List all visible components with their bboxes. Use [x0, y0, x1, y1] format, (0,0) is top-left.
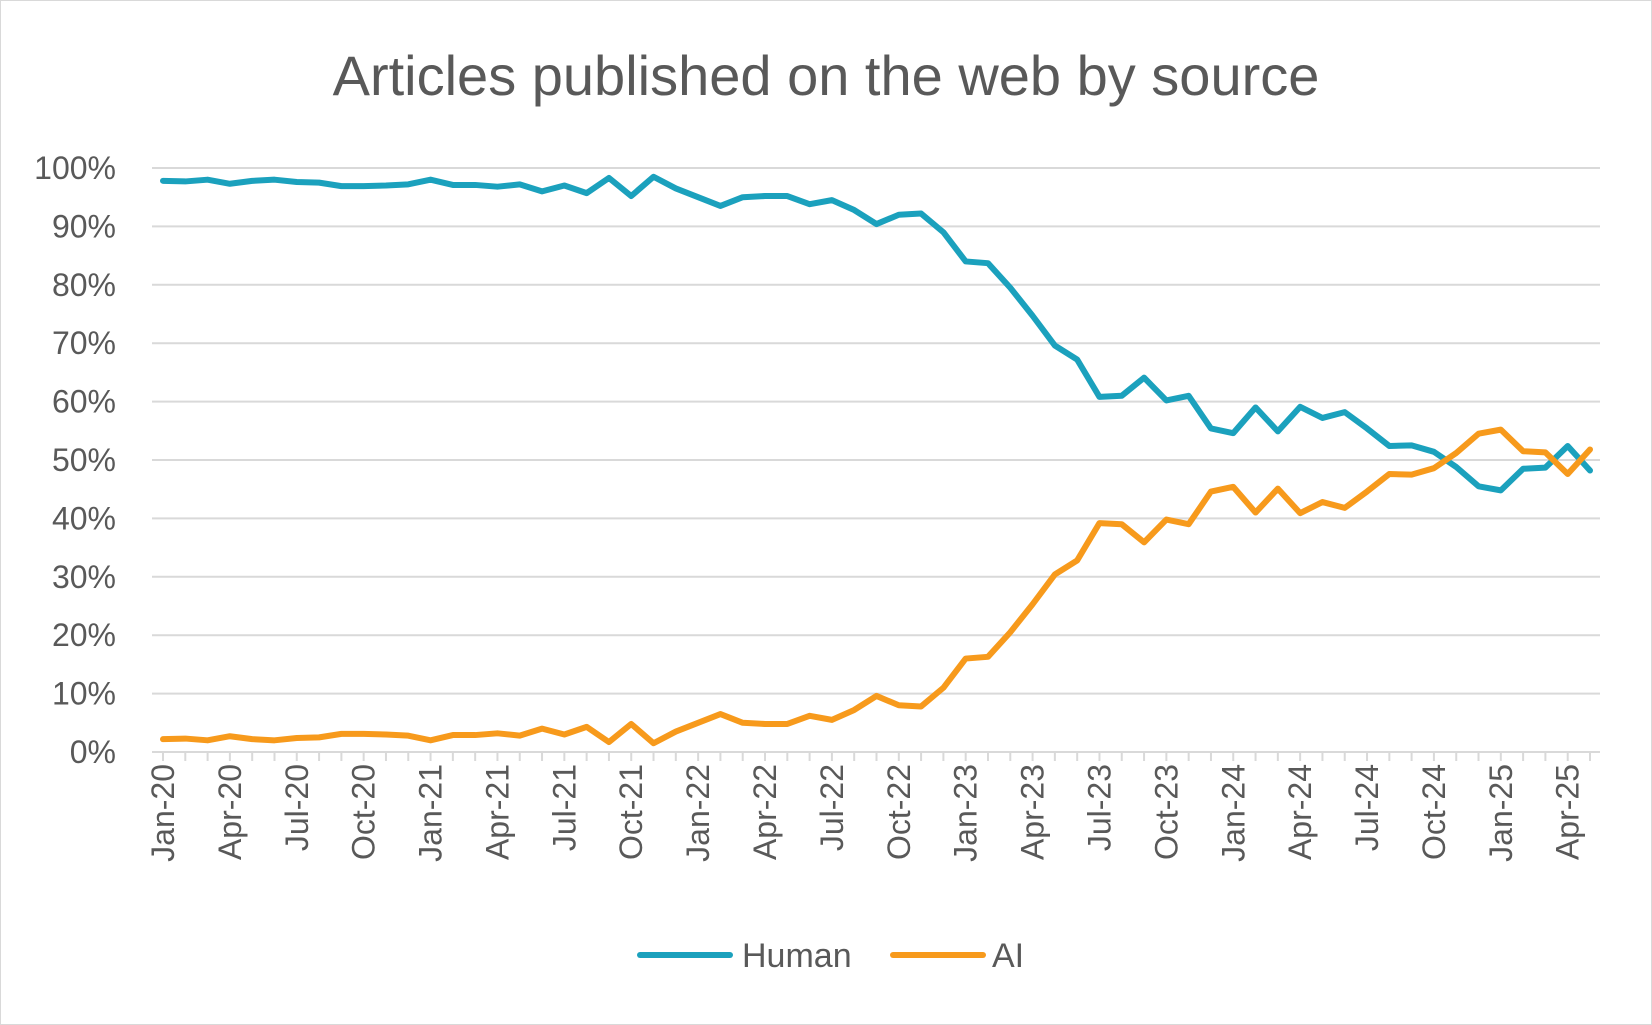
x-tick-label: Apr-25 — [1550, 764, 1586, 860]
y-axis-tick-labels: 0% 10% 20% 30% 40% 50% 60% 70% 80% 90% 100% — [34, 150, 116, 770]
y-tick-label: 10% — [52, 676, 116, 712]
x-tick-label: Apr-22 — [747, 764, 783, 860]
y-tick-label: 40% — [52, 500, 116, 536]
x-tick-label: Oct-24 — [1416, 764, 1452, 860]
x-tick-label: Jan-22 — [680, 764, 716, 862]
x-tick-label: Jan-25 — [1483, 764, 1519, 862]
x-tick-label: Apr-24 — [1282, 764, 1318, 860]
legend: Human AI — [637, 937, 1024, 975]
x-tick-label: Jul-23 — [1081, 764, 1117, 851]
gridlines — [152, 167, 1600, 753]
x-tick-label: Jan-23 — [948, 764, 984, 862]
y-tick-label: 100% — [34, 150, 116, 186]
x-axis: Jan-20 Apr-20 Jul-20 Oct-20 Jan-21 Apr-21 Jul-… — [145, 751, 1600, 862]
y-tick-label: 0% — [70, 734, 116, 770]
y-tick-label: 30% — [52, 559, 116, 595]
x-tick-label: Apr-21 — [479, 764, 515, 860]
x-tick-label: Jul-20 — [279, 764, 315, 851]
y-tick-label: 70% — [52, 325, 116, 361]
chart-title: Articles published on the web by source — [333, 44, 1320, 107]
x-tick-label: Oct-20 — [346, 764, 382, 860]
y-tick-label: 80% — [52, 267, 116, 303]
x-tick-label: Jan-24 — [1215, 764, 1251, 862]
y-tick-label: 20% — [52, 617, 116, 653]
x-tick-label: Oct-23 — [1148, 764, 1184, 860]
legend-label-human: Human — [742, 937, 852, 975]
x-tick-label: Apr-20 — [212, 764, 248, 860]
series-line-ai — [160, 426, 1593, 747]
legend-label-ai: AI — [992, 937, 1024, 975]
x-tick-label: Jul-22 — [814, 764, 850, 851]
y-tick-label: 50% — [52, 442, 116, 478]
x-tick-label: Oct-21 — [613, 764, 649, 860]
x-tick-label: Jan-20 — [145, 764, 181, 862]
y-tick-label: 90% — [52, 208, 116, 244]
x-tick-label: Jan-21 — [413, 764, 449, 862]
x-tick-label: Jul-24 — [1349, 764, 1385, 851]
x-tick-label: Apr-23 — [1015, 764, 1051, 860]
y-tick-label: 60% — [52, 384, 116, 420]
x-tick-label: Jul-21 — [546, 764, 582, 851]
series-lines — [160, 173, 1593, 747]
x-tick-label: Oct-22 — [881, 764, 917, 860]
series-line-human — [160, 173, 1593, 494]
